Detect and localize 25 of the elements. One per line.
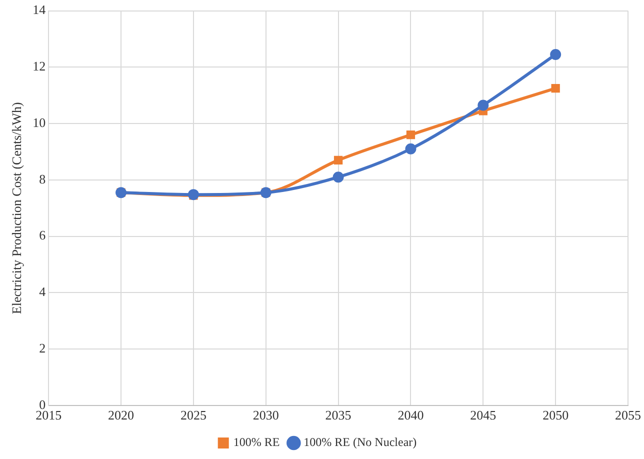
y-tick-label: 10 [32,114,46,130]
x-tick-label: 2020 [108,408,134,423]
legend-label: 100% RE (No Nuclear) [304,435,417,450]
y-axis-title: Electricity Production Cost (Cents/kWh) [9,102,24,314]
point [334,156,343,165]
point [406,130,416,140]
x-tick-label: 2025 [180,408,206,423]
point [405,143,416,154]
y-tick-label: 6 [39,228,46,243]
x-tick-label: 2030 [252,408,279,423]
legend-label: 100% RE [233,435,280,450]
x-tick-label: 2035 [325,408,352,423]
point [478,100,489,111]
point [550,48,562,60]
y-tick-label: 8 [39,171,46,186]
x-tick-label: 2055 [615,408,641,423]
x-tick-label: 2050 [542,408,569,423]
y-tick-label: 12 [32,58,46,74]
point [551,84,560,93]
y-tick-label: 2 [39,340,46,356]
y-tick-label: 4 [39,284,46,300]
y-tick-label: 14 [32,2,46,18]
x-tick-label: 2045 [470,408,496,423]
point [332,172,344,183]
x-tick-label: 2040 [398,408,424,423]
